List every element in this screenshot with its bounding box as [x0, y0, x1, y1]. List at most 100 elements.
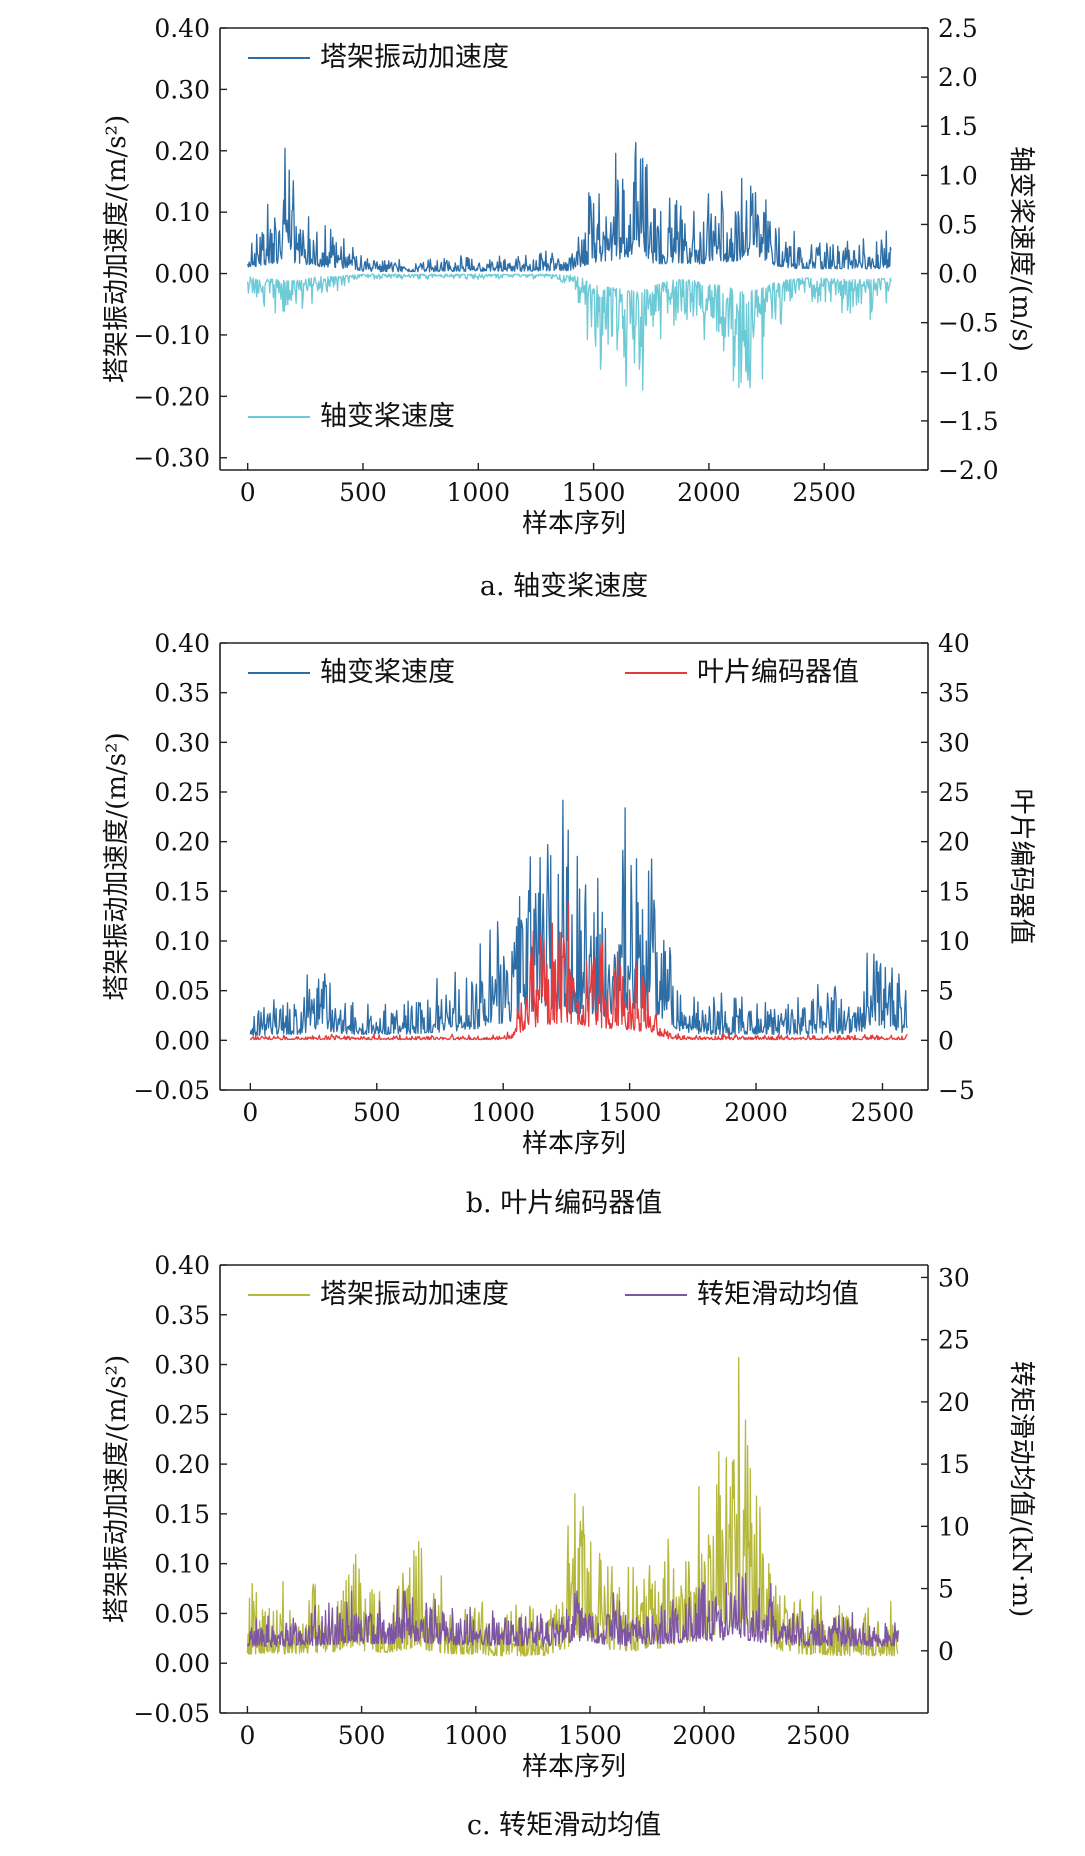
- y-right-tick-label: 20: [938, 828, 970, 857]
- legend-label-2: 叶片编码器值: [697, 657, 859, 688]
- y-left-tick-label: 0.20: [154, 1450, 210, 1479]
- y-left-tick-label: 0.05: [154, 977, 210, 1006]
- y-right-tick-label: 25: [938, 778, 970, 807]
- y-right-tick-label: 25: [938, 1326, 970, 1355]
- x-axis-label: 样本序列: [522, 1752, 626, 1782]
- x-tick-label: 2000: [677, 478, 741, 507]
- y-axis-label-right: 叶片编码器值: [1006, 788, 1036, 944]
- y-left-tick-label: 0.25: [154, 1400, 210, 1429]
- y-axis-label-left: 塔架振动加速度/(m/s²): [102, 1355, 132, 1623]
- y-left-tick-label: −0.10: [133, 321, 210, 350]
- x-tick-label: 1500: [598, 1098, 662, 1127]
- y-right-tick-label: 30: [938, 1263, 970, 1292]
- y-right-tick-label: 2.5: [938, 14, 978, 43]
- y-right-tick-label: 15: [938, 1450, 970, 1479]
- x-tick-label: 1500: [562, 478, 626, 507]
- legend-label-1: 塔架振动加速度: [320, 1279, 509, 1310]
- y-left-tick-label: 0.00: [154, 1649, 210, 1678]
- y-right-tick-label: 0: [938, 1637, 954, 1666]
- y-left-tick-label: 0.30: [154, 1351, 210, 1380]
- y-left-tick-label: 0.20: [154, 137, 210, 166]
- y-axis-label-left: 塔架振动加速度/(m/s²): [102, 115, 132, 383]
- y-right-tick-label: 1.0: [938, 161, 978, 190]
- x-tick-label: 2500: [787, 1721, 851, 1750]
- x-tick-label: 0: [240, 478, 256, 507]
- y-right-tick-label: 0: [938, 1026, 954, 1055]
- series-line-2: [246, 1572, 899, 1648]
- legend-label-1: 塔架振动加速度: [320, 42, 509, 73]
- series-group: [249, 799, 908, 1041]
- y-left-tick-label: 0.10: [154, 1550, 210, 1579]
- series-group: [246, 1357, 899, 1657]
- legend-label-2: 转矩滑动均值: [697, 1279, 859, 1310]
- x-tick-label: 2000: [724, 1098, 788, 1127]
- y-left-tick-label: 0.40: [154, 629, 210, 658]
- legend: 轴变桨速度 叶片编码器值: [248, 657, 859, 688]
- legend-label-2: 轴变桨速度: [320, 401, 455, 432]
- series-line-2: [247, 273, 892, 391]
- series-line-1: [247, 141, 892, 273]
- y-left-tick-label: 0.00: [154, 1026, 210, 1055]
- y-axis-label-right: 轴变桨速度/(m/s): [1006, 146, 1036, 352]
- y-right-tick-label: 10: [938, 927, 970, 956]
- series-line-1: [249, 799, 908, 1037]
- chart-panel-b: 0 500 1000 1500 2000 2500 −0.05 0.00 0.05 0.10 0.1…: [102, 629, 1036, 1219]
- y-left-tick-label: −0.20: [133, 382, 210, 411]
- y-right-tick-label: 10: [938, 1512, 970, 1541]
- y-right-tick-label: 2.0: [938, 63, 978, 92]
- y-right-tick-label: 1.5: [938, 112, 978, 141]
- y-left-tick-label: 0.40: [154, 14, 210, 43]
- x-tick-label: 2500: [792, 478, 856, 507]
- y-right-tick-label: −0.5: [938, 309, 999, 338]
- legend: 塔架振动加速度 转矩滑动均值: [248, 1279, 859, 1310]
- y-right-tick-label: 40: [938, 629, 970, 658]
- y-right-tick-label: 35: [938, 679, 970, 708]
- x-tick-label: 0: [239, 1721, 255, 1750]
- y-left-tick-label: 0.10: [154, 198, 210, 227]
- y-right-tick-label: −2.0: [938, 456, 999, 485]
- x-tick-label: 500: [353, 1098, 401, 1127]
- y-right-tick-label: 15: [938, 877, 970, 906]
- y-left-tick-label: 0.00: [154, 260, 210, 289]
- x-tick-label: 2000: [672, 1721, 736, 1750]
- chart-caption: c. 转矩滑动均值: [467, 1810, 661, 1841]
- y-left-tick-label: 0.15: [154, 1500, 210, 1529]
- y-left-tick-label: 0.25: [154, 778, 210, 807]
- y-left-tick-label: 0.30: [154, 75, 210, 104]
- y-left-tick-label: 0.05: [154, 1599, 210, 1628]
- y-axis-label-right: 转矩滑动均值/(kN·m): [1006, 1361, 1036, 1617]
- chart-caption: a. 轴变桨速度: [480, 571, 648, 602]
- chart-panel-c: 0 500 1000 1500 2000 2500 −0.05 0.00 0.05 0.10 0.1…: [102, 1251, 1036, 1841]
- x-tick-label: 1000: [471, 1098, 535, 1127]
- y-left-tick-label: −0.05: [133, 1076, 210, 1105]
- chart-caption: b. 叶片编码器值: [466, 1188, 662, 1219]
- y-right-tick-label: −1.0: [938, 358, 999, 387]
- series-group: [247, 141, 892, 391]
- y-right-tick-label: 0.5: [938, 210, 978, 239]
- y-left-tick-label: 0.15: [154, 877, 210, 906]
- y-left-tick-label: 0.40: [154, 1251, 210, 1280]
- y-axis-label-left: 塔架振动加速度/(m/s²): [102, 732, 132, 1000]
- x-tick-label: 500: [338, 1721, 386, 1750]
- x-tick-label: 2500: [851, 1098, 915, 1127]
- y-left-tick-label: 0.10: [154, 927, 210, 956]
- y-left-tick-label: −0.05: [133, 1699, 210, 1728]
- x-axis-label: 样本序列: [522, 509, 626, 539]
- chart-panel-a: 0 500 1000 1500 2000 2500 −0.30 −0.20 −0.10 0.00 0…: [102, 14, 1036, 602]
- y-left-tick-label: 0.35: [154, 1301, 210, 1330]
- x-axis-label: 样本序列: [522, 1129, 626, 1159]
- x-tick-label: 1000: [444, 1721, 508, 1750]
- y-right-tick-label: −1.5: [938, 407, 999, 436]
- y-right-tick-label: 20: [938, 1388, 970, 1417]
- y-right-tick-label: 30: [938, 728, 970, 757]
- legend-label-1: 轴变桨速度: [320, 657, 455, 688]
- x-tick-label: 500: [339, 478, 387, 507]
- y-right-tick-label: 5: [938, 1575, 954, 1604]
- y-left-tick-label: 0.20: [154, 828, 210, 857]
- x-tick-label: 1500: [558, 1721, 622, 1750]
- y-left-tick-label: 0.35: [154, 679, 210, 708]
- y-right-tick-label: 0.0: [938, 260, 978, 289]
- y-right-tick-label: 5: [938, 977, 954, 1006]
- y-left-tick-label: 0.30: [154, 728, 210, 757]
